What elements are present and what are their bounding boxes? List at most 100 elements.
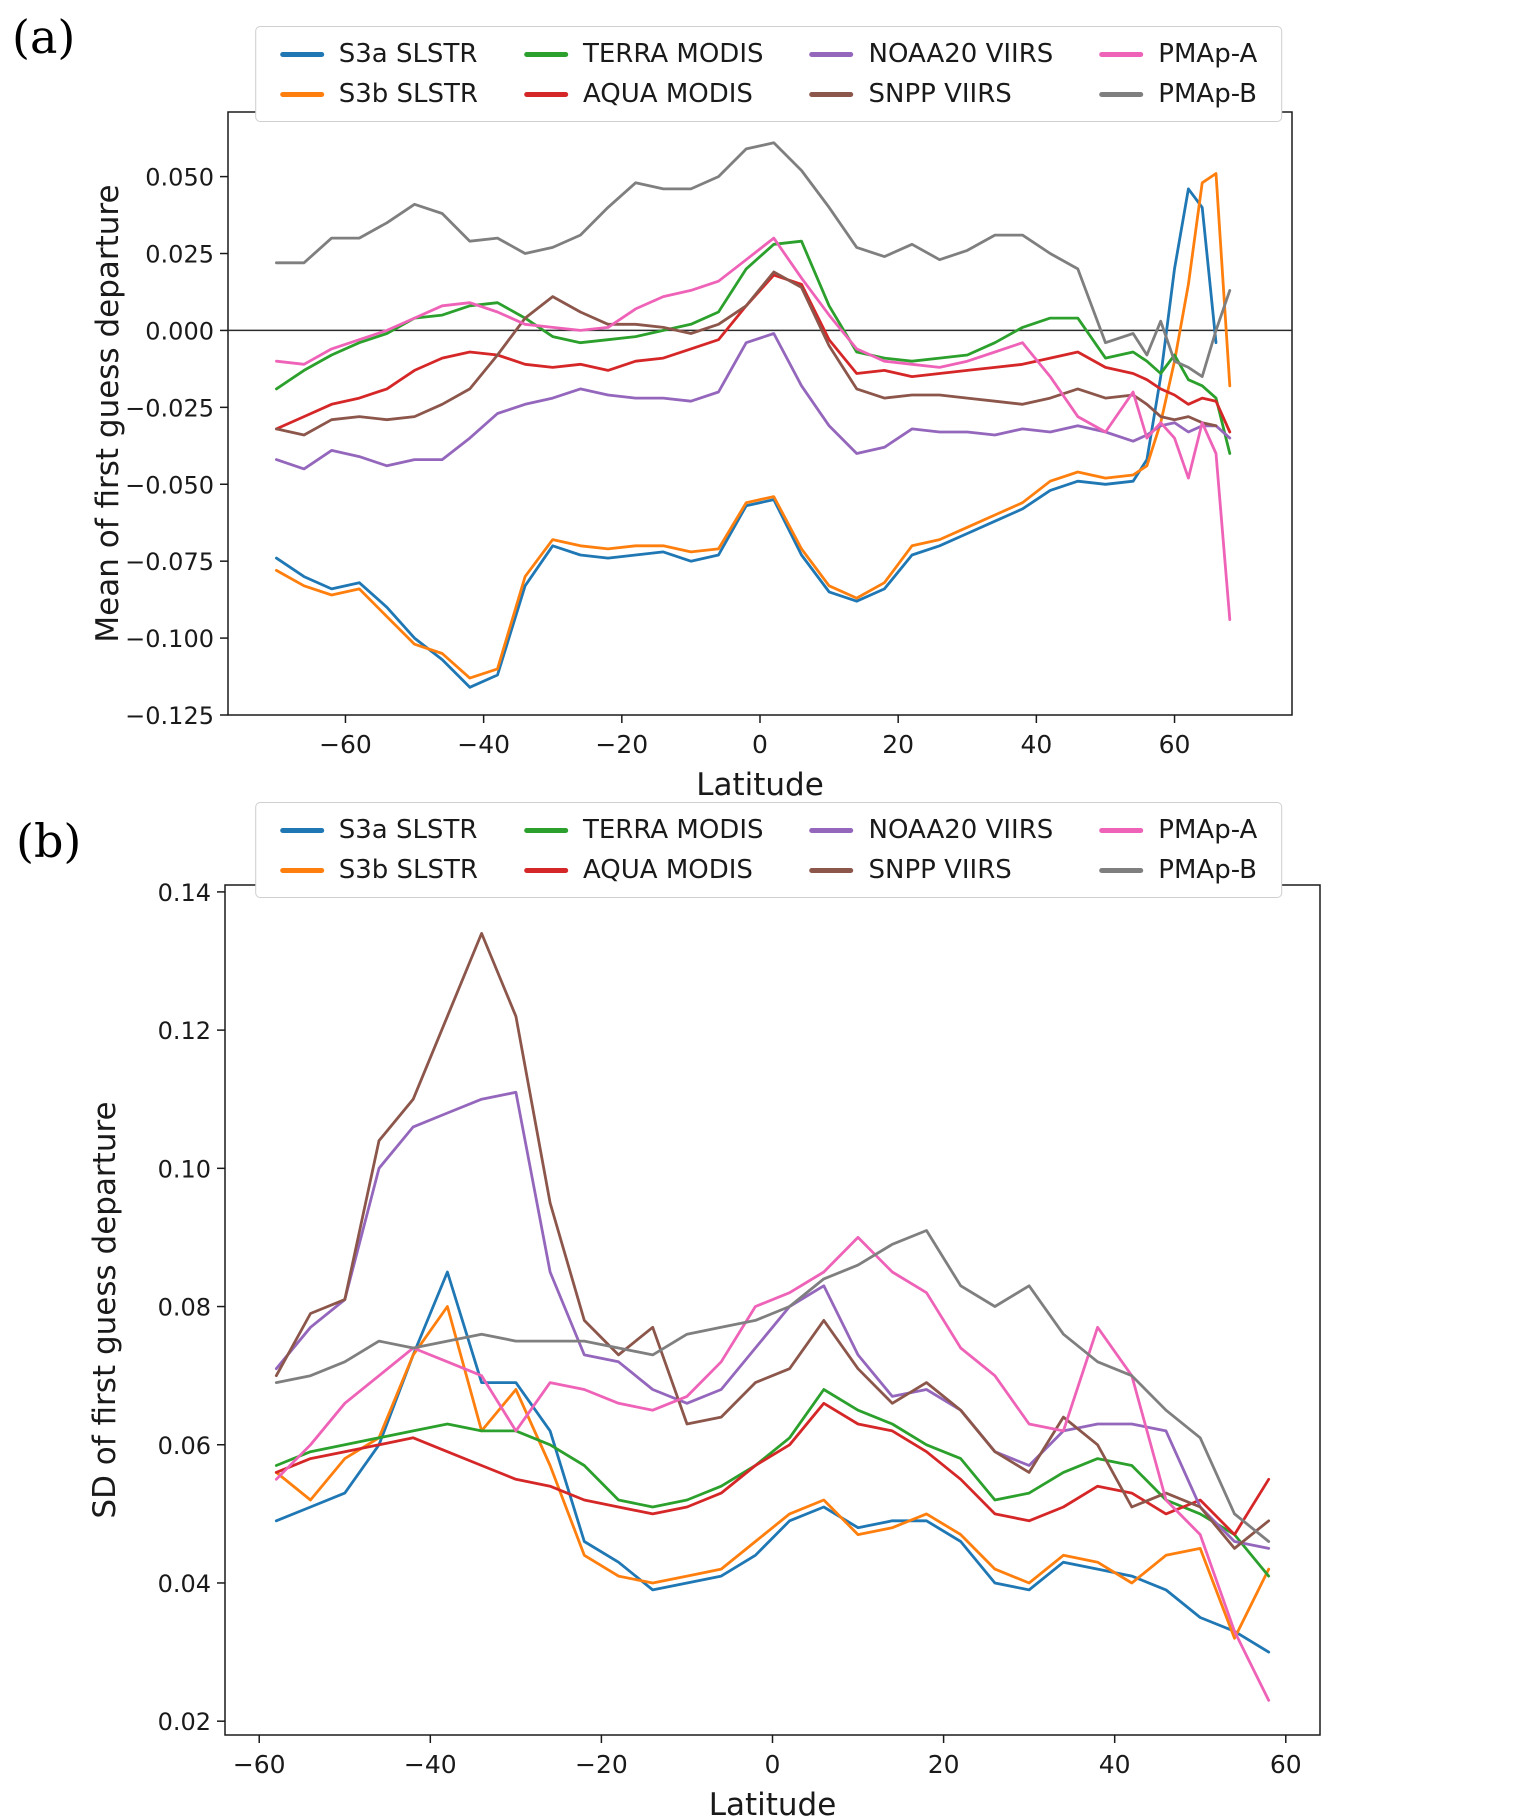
- series-line-pmap-b: [274, 1229, 1271, 1543]
- legend-item-label: TERRA MODIS: [582, 39, 764, 69]
- legend-line-swatch: [279, 91, 324, 97]
- legend-item-label: SNPP VIIRS: [868, 855, 1012, 885]
- legend-item-label: AQUA MODIS: [582, 79, 753, 109]
- legend-line-swatch: [1099, 827, 1144, 833]
- legend-item-label: NOAA20 VIIRS: [868, 815, 1054, 845]
- legend-line-swatch: [523, 51, 568, 57]
- legend-item: SNPP VIIRS: [809, 855, 1054, 885]
- panel-b: (b) S3a SLSTR TERRA MODIS NOAA20 VIIRS PMAp…: [0, 800, 1537, 1820]
- x-tick-label: −60: [233, 1750, 286, 1779]
- x-tick-label: −40: [404, 1750, 457, 1779]
- legend-item: PMAp-B: [1099, 855, 1257, 885]
- y-tick-label: 0.14: [158, 879, 211, 907]
- legend-item: SNPP VIIRS: [809, 79, 1054, 109]
- legend-line-swatch: [1099, 51, 1144, 57]
- y-tick-label: 0.10: [158, 1155, 211, 1183]
- legend-line-swatch: [1099, 91, 1144, 97]
- legend-item: S3a SLSTR: [279, 39, 478, 69]
- y-tick-label: −0.050: [125, 471, 214, 499]
- y-tick-label: −0.025: [125, 394, 214, 422]
- x-tick-label: 0: [752, 730, 768, 759]
- legend-line-swatch: [523, 91, 568, 97]
- series-line-pmap-a: [275, 236, 1232, 621]
- x-axis-label: Latitude: [696, 767, 824, 800]
- legend-item: PMAp-A: [1099, 815, 1257, 845]
- legend-item: S3a SLSTR: [279, 815, 478, 845]
- axes-frame: [227, 111, 1293, 716]
- series-line-s3a-slstr: [274, 1270, 1271, 1654]
- series-line-s3b-slstr: [274, 1305, 1271, 1640]
- legend-item: TERRA MODIS: [523, 815, 764, 845]
- y-tick-label: 0.000: [145, 317, 214, 345]
- y-tick-label: −0.100: [125, 625, 214, 653]
- x-tick-label: 60: [1270, 1750, 1302, 1779]
- legend-item: NOAA20 VIIRS: [809, 39, 1054, 69]
- sd-departure-line-chart: −60 −40 −20 0 20 40 60 0.02 0.04 0.06 0.08 0.10 0.12…: [87, 879, 1321, 1820]
- x-axis-label: Latitude: [709, 1787, 837, 1820]
- y-tick-label: 0.12: [158, 1017, 211, 1045]
- legend-item: PMAp-A: [1099, 39, 1257, 69]
- legend-item-label: PMAp-B: [1158, 855, 1257, 885]
- mean-departure-line-chart: −60 −40 −20 0 20 40 60 0.050 0.025 0.000 −0.025 −0.…: [90, 111, 1293, 800]
- legend-item-label: PMAp-A: [1158, 39, 1258, 69]
- legend-line-swatch: [523, 827, 568, 833]
- series-line-aqua-modis: [274, 1401, 1271, 1536]
- series-line-pmap-b: [275, 141, 1232, 378]
- y-axis-label: SD of first guess departure: [87, 1101, 123, 1518]
- axes-frame: [224, 884, 1321, 1736]
- y-tick-label: 0.025: [145, 241, 214, 269]
- x-tick-label: 20: [928, 1750, 960, 1779]
- y-tick-label: 0.02: [158, 1708, 211, 1736]
- y-tick-label: −0.075: [125, 548, 214, 576]
- legend-item: S3b SLSTR: [279, 855, 478, 885]
- legend-item-label: S3a SLSTR: [338, 39, 478, 69]
- x-tick-label: 60: [1159, 730, 1191, 759]
- y-tick-label: 0.04: [158, 1570, 211, 1598]
- series-line-noaa20-viirs: [275, 332, 1232, 471]
- legend-panel-a: S3a SLSTR TERRA MODIS NOAA20 VIIRS PMAp-A S3…: [254, 26, 1283, 122]
- x-tick-label: −60: [319, 730, 372, 759]
- legend-item: AQUA MODIS: [523, 79, 764, 109]
- legend-item-label: PMAp-A: [1158, 815, 1258, 845]
- legend-item-label: PMAp-B: [1158, 79, 1257, 109]
- series-line-s3a-slstr: [275, 187, 1218, 689]
- series-line-terra-modis: [275, 239, 1232, 455]
- legend-line-swatch: [1099, 867, 1144, 873]
- legend-item: PMAp-B: [1099, 79, 1257, 109]
- legend-item-label: AQUA MODIS: [582, 855, 753, 885]
- y-tick-label: 0.050: [145, 164, 214, 192]
- panel-label-b: (b): [16, 814, 82, 868]
- legend-item-label: S3b SLSTR: [338, 855, 478, 885]
- legend-line-swatch: [279, 867, 324, 873]
- legend-item-label: NOAA20 VIIRS: [868, 39, 1054, 69]
- x-tick-label: 40: [1099, 1750, 1131, 1779]
- legend-line-swatch: [279, 827, 324, 833]
- x-tick-label: 40: [1020, 730, 1052, 759]
- legend-line-swatch: [809, 867, 854, 873]
- panel-a: (a) S3a SLSTR TERRA MODIS NOAA20 VIIRS PMAp…: [0, 0, 1537, 800]
- legend-item: NOAA20 VIIRS: [809, 815, 1054, 845]
- legend-line-swatch: [523, 867, 568, 873]
- y-tick-label: 0.08: [158, 1294, 211, 1322]
- x-tick-label: 20: [882, 730, 914, 759]
- legend-line-swatch: [809, 827, 854, 833]
- legend-item: AQUA MODIS: [523, 855, 764, 885]
- legend-item-label: SNPP VIIRS: [868, 79, 1012, 109]
- legend-line-swatch: [809, 91, 854, 97]
- legend-item: S3b SLSTR: [279, 79, 478, 109]
- x-tick-label: −20: [575, 1750, 628, 1779]
- x-tick-label: 0: [765, 1750, 781, 1779]
- x-tick-label: −20: [595, 730, 648, 759]
- y-tick-label: 0.06: [158, 1432, 211, 1460]
- legend-item-label: TERRA MODIS: [582, 815, 764, 845]
- legend-line-swatch: [279, 51, 324, 57]
- series-line-s3b-slstr: [275, 172, 1232, 680]
- series-line-snpp-viirs: [275, 270, 1218, 437]
- panel-label-a: (a): [12, 10, 76, 64]
- legend-line-swatch: [809, 51, 854, 57]
- legend-item-label: S3a SLSTR: [338, 815, 478, 845]
- series-line-noaa20-viirs: [274, 1090, 1271, 1550]
- legend-item-label: S3b SLSTR: [338, 79, 478, 109]
- legend-item: TERRA MODIS: [523, 39, 764, 69]
- y-tick-label: −0.125: [125, 702, 214, 730]
